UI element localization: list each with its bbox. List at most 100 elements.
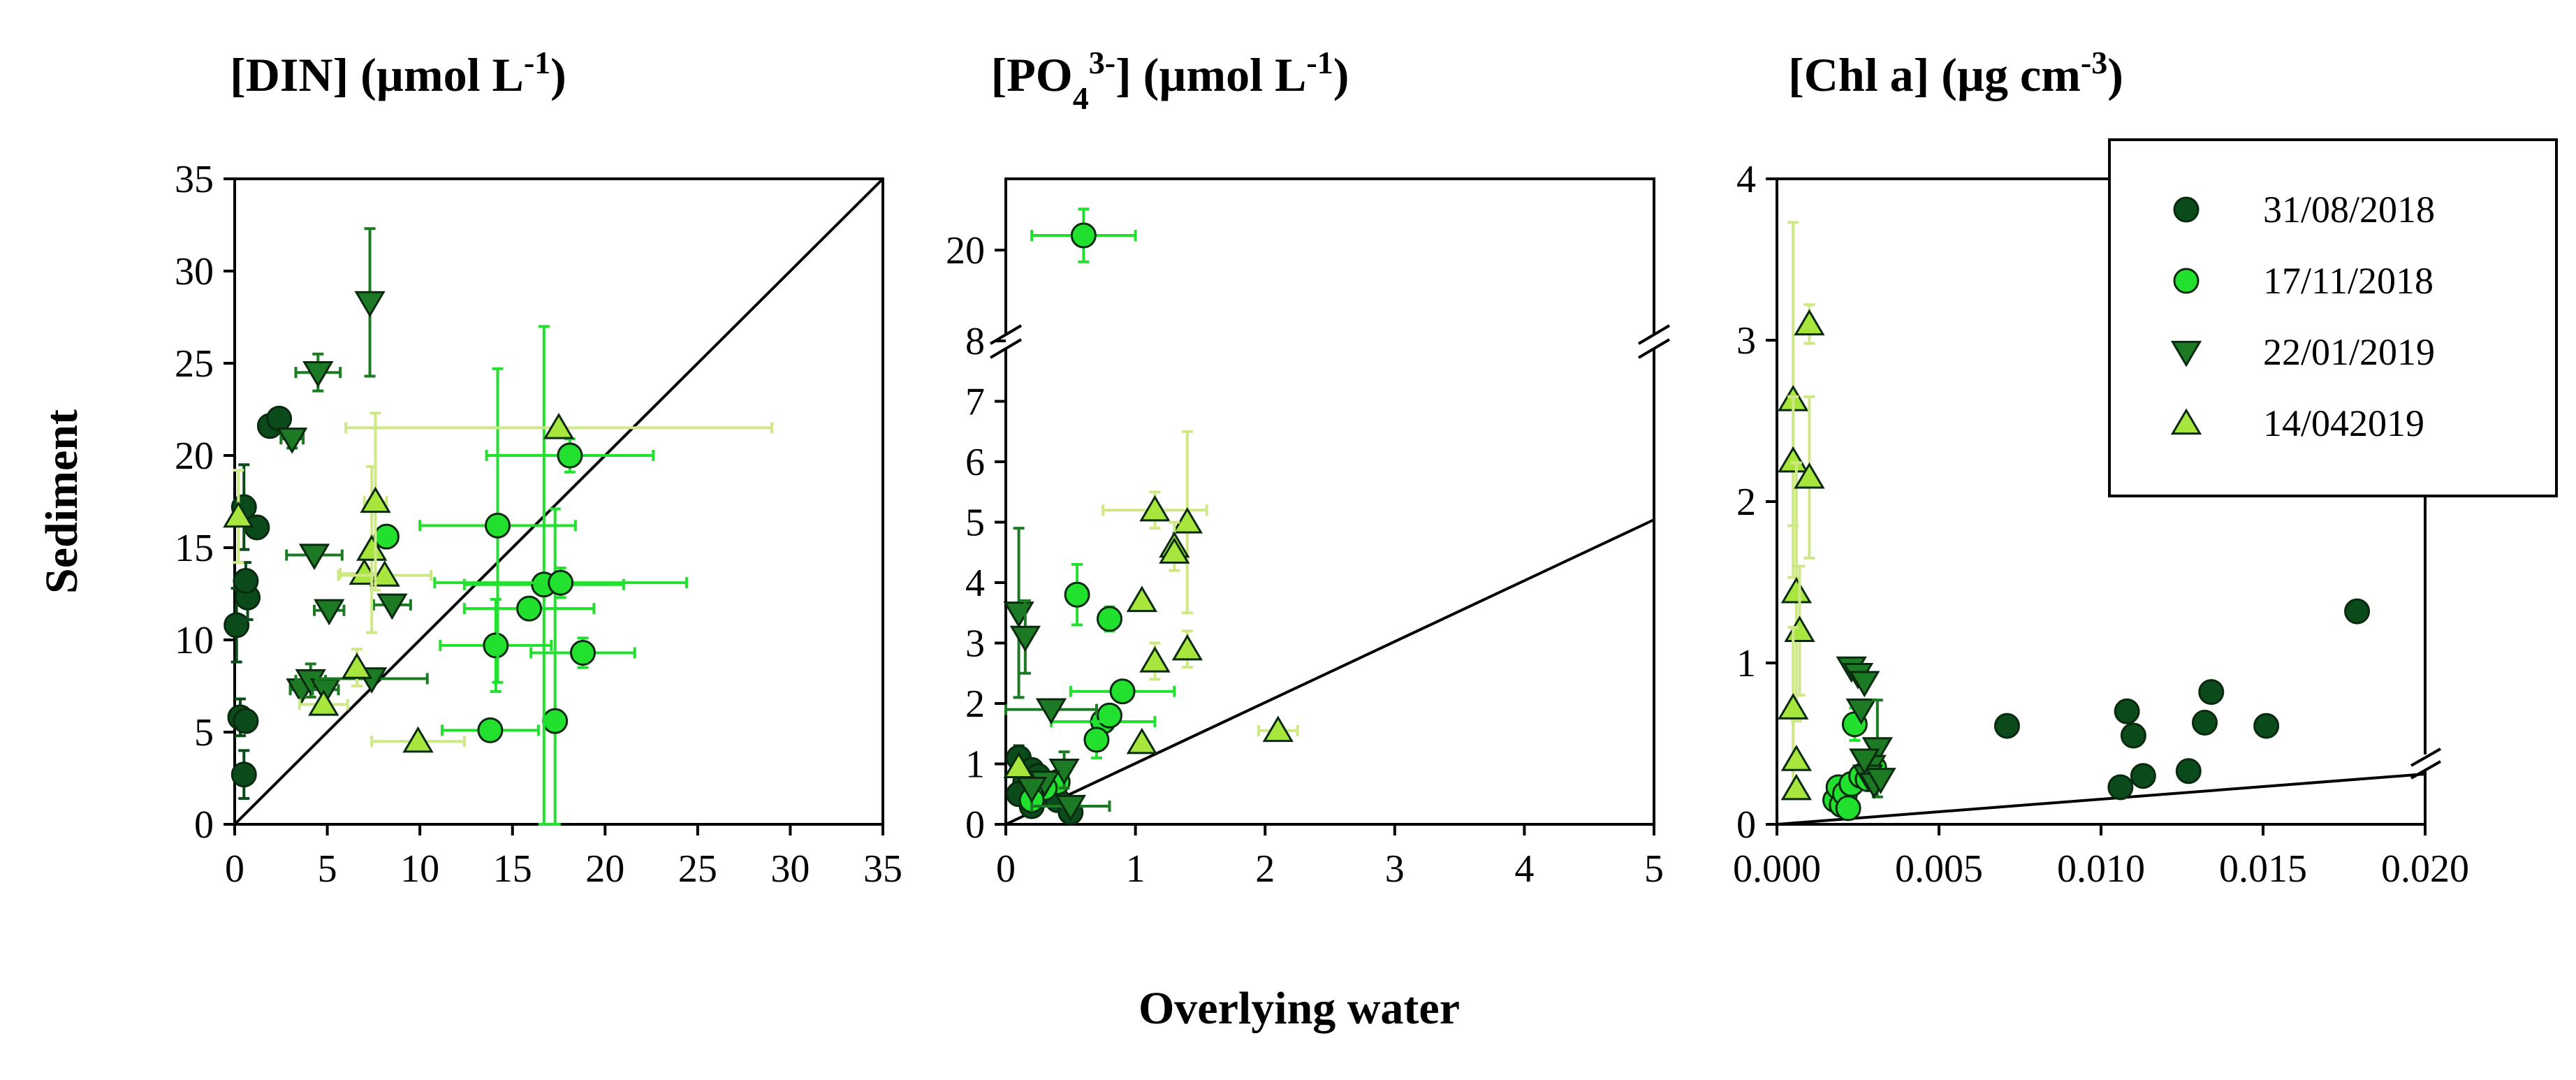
- y-tick-label: 0: [1736, 803, 1756, 847]
- marker-triangle-up: [1794, 462, 1825, 489]
- y-tick-label: 15: [175, 527, 214, 570]
- y-tick-label: 0: [965, 803, 985, 847]
- point-17-11-2018: [542, 507, 569, 826]
- point-14-042019: [223, 469, 254, 564]
- point-14-042019: [1126, 585, 1158, 613]
- y-tick-label: 7: [965, 381, 985, 424]
- marker-circle: [2191, 709, 2218, 736]
- marker-circle: [373, 523, 400, 550]
- x-tick-label: 10: [400, 847, 439, 891]
- point-17-11-2018: [529, 636, 636, 669]
- panel-din-one-to-one-line: [233, 177, 884, 826]
- point-31-08-2018: [230, 749, 257, 801]
- panel-po4-axis-break-mark: [1637, 338, 1671, 359]
- legend-marker-circle: [2173, 268, 2200, 294]
- point-14-042019: [1780, 461, 1813, 723]
- marker-circle: [557, 442, 583, 469]
- y-tick-label: 3: [1736, 319, 1756, 363]
- point-14-042019: [344, 412, 773, 439]
- point-17-11-2018: [1096, 702, 1122, 729]
- point-14-042019: [1159, 537, 1190, 564]
- marker-circle: [2107, 774, 2134, 801]
- point-14-042019: [1778, 395, 1809, 527]
- point-14-042019: [356, 465, 388, 634]
- point-31-08-2018: [2107, 774, 2134, 801]
- marker-triangle-up: [1171, 634, 1203, 661]
- point-22-01-2019: [1030, 794, 1111, 822]
- marker-circle: [548, 569, 574, 596]
- point-31-08-2018: [266, 405, 293, 432]
- marker-triangle-up: [1778, 446, 1809, 473]
- marker-triangle-up: [1784, 615, 1815, 642]
- marker-circle: [2198, 679, 2225, 706]
- marker-triangle-down: [1003, 601, 1034, 628]
- point-14-042019: [298, 689, 349, 716]
- point-31-08-2018: [2130, 763, 2156, 789]
- x-tick-label: 25: [678, 847, 717, 891]
- point-14-042019: [1003, 752, 1034, 778]
- y-tick-label: 0: [194, 803, 214, 847]
- point-17-11-2018: [1835, 795, 1861, 822]
- marker-triangle-up: [223, 501, 254, 528]
- marker-triangle-up: [1778, 693, 1809, 720]
- point-14-042019: [1102, 490, 1208, 530]
- panel-po4-axis-break-mark: [1637, 324, 1671, 345]
- marker-triangle-up: [356, 534, 388, 561]
- x-tick-label: 0.020: [2381, 847, 2469, 891]
- y-tick-label: 5: [965, 502, 985, 545]
- point-17-11-2018: [1030, 207, 1137, 263]
- marker-triangle-up: [402, 726, 434, 753]
- point-17-11-2018: [373, 523, 400, 550]
- x-tick-label: 5: [1644, 847, 1664, 891]
- legend: 31/08/2018 17/11/2018 22/01/2019 14/042019: [2108, 138, 2558, 497]
- marker-triangle-up: [1780, 773, 1813, 801]
- panel-chla: [Chl a] (µg cm-3) 0.000 0.005 0.010 0.015 0.…: [1733, 45, 2558, 891]
- point-17-11-2018: [439, 597, 553, 693]
- panel-chla-x-ticks: 0.000 0.005 0.010 0.015 0.020: [1733, 824, 2469, 891]
- marker-circle: [230, 761, 257, 788]
- point-22-01-2019: [1849, 671, 1880, 698]
- point-14-042019: [1780, 745, 1813, 771]
- point-31-08-2018: [1993, 713, 2020, 739]
- x-tick-label: 0: [996, 847, 1016, 891]
- point-22-01-2019: [1048, 750, 1080, 790]
- panel-chla-title: [Chl a] (µg cm-3): [1788, 45, 2123, 102]
- marker-triangle-up: [1003, 752, 1034, 778]
- point-22-01-2019: [1865, 768, 1896, 794]
- y-tick-label: 1: [965, 743, 985, 787]
- marker-circle: [2130, 763, 2156, 789]
- marker-triangle-up: [1171, 506, 1203, 534]
- marker-circle: [477, 717, 504, 743]
- panel-din-title: [DIN] (µmol L-1): [230, 45, 566, 102]
- point-17-11-2018: [418, 367, 577, 684]
- x-tick-label: 30: [770, 847, 810, 891]
- point-14-042019: [1171, 430, 1203, 615]
- x-tick-label: 5: [318, 847, 337, 891]
- panel-din-marks: [223, 227, 773, 826]
- y-tick-label: 2: [1736, 481, 1756, 524]
- point-17-11-2018: [433, 567, 688, 599]
- marker-triangle-down: [1849, 748, 1880, 775]
- marker-circle: [1835, 795, 1861, 822]
- legend-label: 14/042019: [2263, 402, 2424, 444]
- x-tick-label: 4: [1514, 847, 1534, 891]
- marker-circle: [1109, 678, 1136, 705]
- x-tick-label: 2: [1255, 847, 1275, 891]
- panel-din-x-ticks: 0 5 10 15 20 25 30 35: [225, 824, 902, 891]
- point-31-08-2018: [2114, 698, 2140, 724]
- marker-circle: [1064, 581, 1090, 608]
- point-31-08-2018: [233, 708, 259, 734]
- point-14-042019: [1257, 715, 1299, 743]
- y-tick-label: 25: [175, 342, 214, 386]
- point-31-08-2018: [2191, 709, 2218, 736]
- panel-po4: [PO43-] (µmol L-1) 0 1 2 3 4 5 0 1 2 3 4 5 6 7 8 20: [946, 45, 1671, 891]
- point-31-08-2018: [2120, 722, 2146, 749]
- point-17-11-2018: [485, 437, 655, 474]
- point-14-042019: [1139, 641, 1171, 681]
- marker-triangle-up: [1780, 576, 1813, 604]
- point-14-042019: [1171, 629, 1203, 669]
- point-17-11-2018: [440, 717, 540, 743]
- marker-triangle-up: [1126, 585, 1158, 613]
- y-tick-label: 3: [965, 622, 985, 666]
- marker-circle: [1070, 222, 1097, 249]
